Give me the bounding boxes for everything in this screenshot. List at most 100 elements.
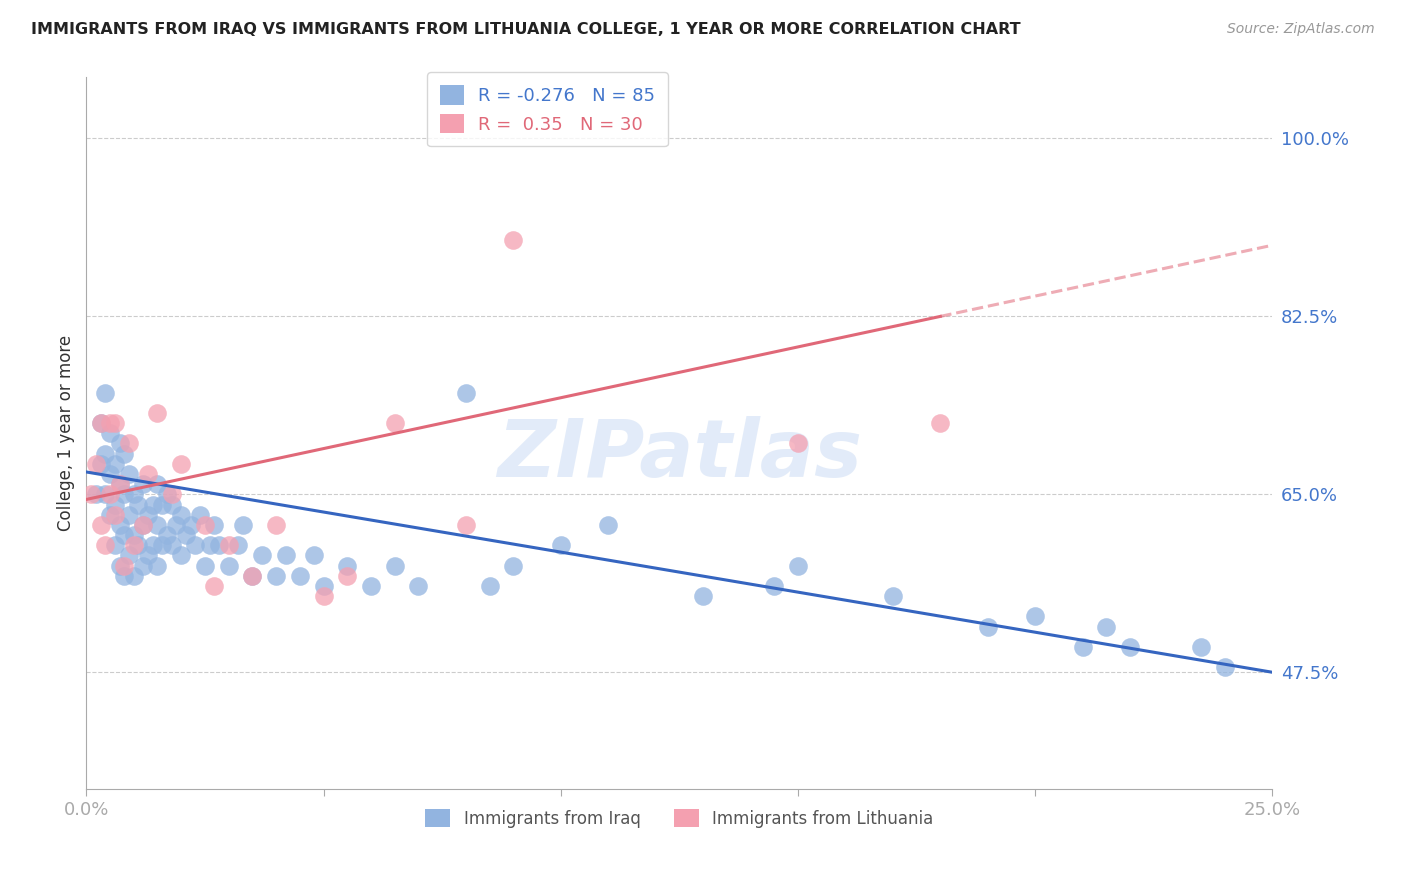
Point	[94, 487, 117, 501]
Point	[288, 568, 311, 582]
Point	[478, 579, 501, 593]
Point	[112, 487, 135, 501]
Point	[142, 538, 165, 552]
Point	[1024, 609, 1046, 624]
Point	[98, 426, 121, 441]
Point	[1189, 640, 1212, 654]
Point	[89, 517, 111, 532]
Point	[184, 538, 207, 552]
Point	[127, 498, 149, 512]
Point	[122, 568, 145, 582]
Point	[108, 517, 131, 532]
Point	[360, 579, 382, 593]
Point	[408, 579, 430, 593]
Point	[112, 568, 135, 582]
Point	[94, 538, 117, 552]
Point	[98, 467, 121, 481]
Point	[502, 233, 524, 247]
Point	[218, 558, 240, 573]
Point	[118, 467, 141, 481]
Point	[112, 528, 135, 542]
Point	[202, 579, 225, 593]
Point	[156, 528, 179, 542]
Point	[108, 558, 131, 573]
Point	[118, 549, 141, 563]
Point	[977, 619, 1000, 633]
Point	[132, 477, 155, 491]
Legend: Immigrants from Iraq, Immigrants from Lithuania: Immigrants from Iraq, Immigrants from Li…	[419, 803, 941, 834]
Text: Source: ZipAtlas.com: Source: ZipAtlas.com	[1227, 22, 1375, 37]
Point	[98, 416, 121, 430]
Point	[170, 549, 193, 563]
Point	[146, 558, 169, 573]
Y-axis label: College, 1 year or more: College, 1 year or more	[58, 335, 75, 532]
Point	[454, 517, 477, 532]
Point	[882, 589, 904, 603]
Point	[89, 416, 111, 430]
Point	[194, 558, 217, 573]
Point	[118, 436, 141, 450]
Text: IMMIGRANTS FROM IRAQ VS IMMIGRANTS FROM LITHUANIA COLLEGE, 1 YEAR OR MORE CORREL: IMMIGRANTS FROM IRAQ VS IMMIGRANTS FROM …	[31, 22, 1021, 37]
Point	[302, 549, 325, 563]
Point	[118, 508, 141, 522]
Point	[146, 406, 169, 420]
Point	[692, 589, 714, 603]
Point	[89, 416, 111, 430]
Point	[80, 487, 103, 501]
Point	[787, 558, 810, 573]
Point	[240, 568, 263, 582]
Point	[108, 477, 131, 491]
Point	[89, 457, 111, 471]
Point	[146, 517, 169, 532]
Point	[384, 558, 406, 573]
Point	[384, 416, 406, 430]
Point	[312, 589, 335, 603]
Point	[84, 457, 107, 471]
Point	[1095, 619, 1118, 633]
Point	[232, 517, 254, 532]
Point	[929, 416, 952, 430]
Point	[150, 498, 173, 512]
Point	[122, 487, 145, 501]
Point	[136, 467, 159, 481]
Point	[104, 416, 127, 430]
Point	[98, 508, 121, 522]
Point	[94, 385, 117, 400]
Point	[336, 568, 359, 582]
Point	[250, 549, 273, 563]
Point	[104, 508, 127, 522]
Point	[274, 549, 297, 563]
Point	[763, 579, 786, 593]
Point	[150, 538, 173, 552]
Point	[174, 528, 197, 542]
Point	[84, 487, 107, 501]
Point	[146, 477, 169, 491]
Point	[312, 579, 335, 593]
Point	[787, 436, 810, 450]
Point	[142, 498, 165, 512]
Point	[127, 538, 149, 552]
Point	[160, 538, 183, 552]
Point	[218, 538, 240, 552]
Point	[94, 447, 117, 461]
Point	[112, 447, 135, 461]
Point	[1213, 660, 1236, 674]
Point	[226, 538, 249, 552]
Point	[108, 477, 131, 491]
Point	[132, 517, 155, 532]
Point	[502, 558, 524, 573]
Point	[98, 487, 121, 501]
Point	[136, 549, 159, 563]
Point	[264, 517, 287, 532]
Point	[160, 498, 183, 512]
Point	[336, 558, 359, 573]
Point	[208, 538, 231, 552]
Text: ZIPatlas: ZIPatlas	[496, 416, 862, 493]
Point	[112, 558, 135, 573]
Point	[165, 517, 187, 532]
Point	[104, 457, 127, 471]
Point	[136, 508, 159, 522]
Point	[1071, 640, 1094, 654]
Point	[108, 436, 131, 450]
Point	[188, 508, 211, 522]
